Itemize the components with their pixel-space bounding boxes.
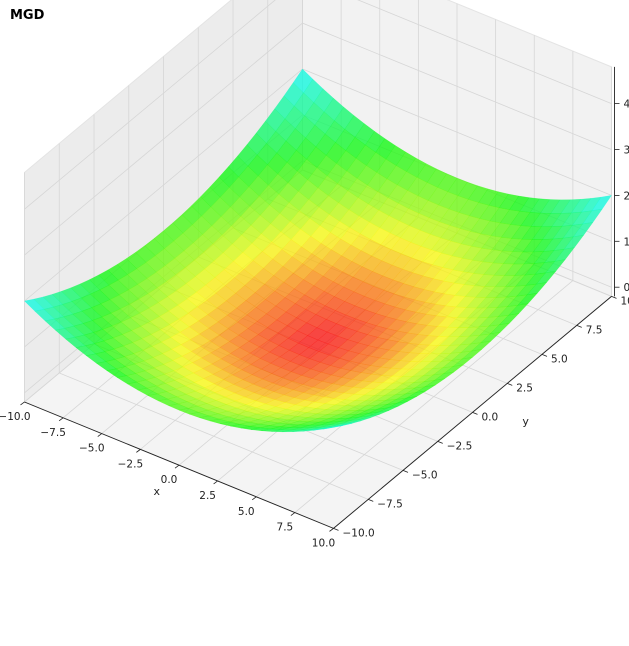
surface-facet bbox=[323, 425, 343, 430]
x-tick-mark bbox=[329, 528, 334, 532]
y-tick-label: −5.0 bbox=[412, 469, 438, 481]
x-tick-mark bbox=[97, 433, 102, 437]
z-tick-label: 300 bbox=[624, 145, 629, 157]
y-tick-label: 2.5 bbox=[516, 382, 533, 394]
grid-line-z bbox=[24, 22, 612, 256]
y-tick-mark bbox=[576, 325, 582, 328]
surface-mesh bbox=[24, 68, 612, 433]
x-tick-label: 5.0 bbox=[238, 506, 255, 518]
y-axis-ticks: −10.0 −7.5 −5.0 −2.5 0.0 2.5 5.0 7.5 10.0 bbox=[333, 295, 629, 539]
z-tick-label: 400 bbox=[624, 99, 629, 111]
x-tick-mark bbox=[213, 480, 218, 485]
grid-line-y bbox=[58, 143, 369, 500]
y-tick-label: −2.5 bbox=[447, 440, 473, 452]
x-tick-mark bbox=[290, 512, 296, 516]
x-tick-label: 10.0 bbox=[312, 537, 335, 549]
x-tick-label: −7.5 bbox=[40, 427, 66, 439]
y-tick-label: 5.0 bbox=[551, 353, 568, 365]
y-tick-mark bbox=[541, 354, 548, 357]
y-tick-mark bbox=[437, 441, 443, 444]
x-tick-mark bbox=[174, 464, 180, 469]
x-tick-label: −5.0 bbox=[79, 443, 105, 455]
x-tick-mark bbox=[252, 496, 257, 501]
z-axis-ticks: 0 100 200 300 400 bbox=[614, 99, 629, 294]
y-tick-mark bbox=[368, 499, 374, 502]
y-tick-label: −10.0 bbox=[343, 527, 375, 539]
y-tick-mark bbox=[333, 528, 339, 531]
y-tick-label: 10.0 bbox=[621, 295, 629, 307]
y-tick-label: 0.0 bbox=[482, 411, 499, 423]
z-tick-label: 200 bbox=[624, 190, 629, 202]
x-tick-mark bbox=[58, 417, 64, 422]
z-tick-label: 100 bbox=[624, 236, 629, 248]
z-tick-label: 0 bbox=[624, 282, 629, 294]
y-tick-label: −7.5 bbox=[377, 498, 403, 510]
grid-line-z bbox=[24, 0, 612, 210]
x-tick-mark bbox=[136, 449, 141, 453]
x-tick-mark bbox=[20, 401, 25, 406]
x-tick-label: 2.5 bbox=[199, 490, 216, 502]
y-axis-label: y bbox=[522, 415, 529, 428]
y-tick-mark bbox=[472, 412, 478, 415]
y-tick-mark bbox=[611, 296, 617, 299]
x-tick-label: −10.0 bbox=[0, 411, 31, 423]
chart-title: MGD bbox=[10, 8, 45, 23]
y-tick-mark bbox=[402, 470, 409, 473]
x-tick-label: −2.5 bbox=[118, 458, 144, 470]
y-tick-mark bbox=[507, 383, 513, 386]
y-tick-label: 7.5 bbox=[586, 324, 603, 336]
x-axis-ticks: −10.0 −7.5 −5.0 −2.5 0.0 2.5 5.0 7.5 10.0 bbox=[0, 401, 335, 549]
x-tick-label: 7.5 bbox=[277, 522, 294, 534]
x-axis-label: x bbox=[154, 485, 161, 498]
x-tick-label: 0.0 bbox=[161, 474, 178, 486]
